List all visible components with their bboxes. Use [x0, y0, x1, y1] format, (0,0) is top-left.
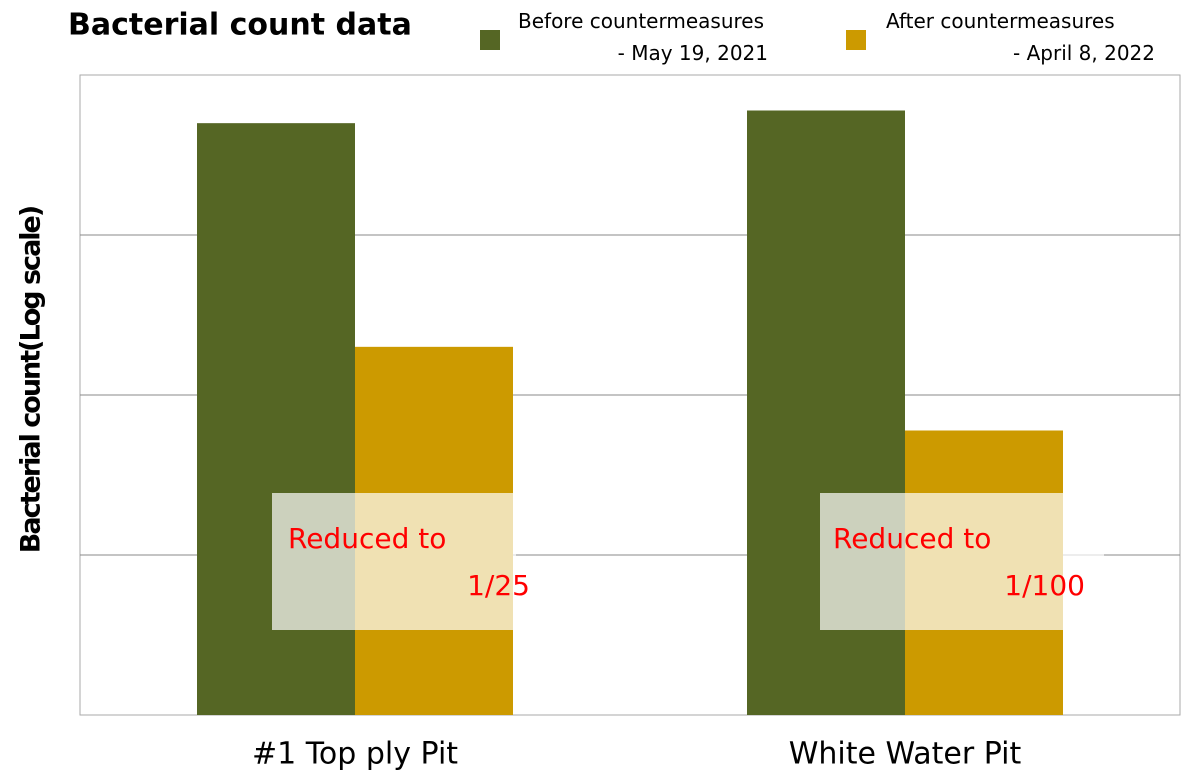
legend-label: Before countermeasures - May 19, 2021	[518, 9, 768, 65]
x-tick-label: #1 Top ply Pit	[252, 737, 458, 772]
annotation-box	[272, 493, 516, 630]
legend-swatch	[846, 30, 866, 50]
legend-swatch	[480, 30, 500, 50]
annotation: Reduced to1/100	[833, 522, 1085, 602]
legend-label: After countermeasures - April 8, 2022	[886, 9, 1155, 65]
x-tick-label: White Water Pit	[789, 737, 1022, 772]
annotation: Reduced to1/25	[288, 522, 530, 602]
annotation-box	[820, 493, 1104, 630]
chart-title: Bacterial count data	[68, 8, 412, 43]
y-axis-label: Bacterial count(Log scale)	[16, 206, 47, 553]
